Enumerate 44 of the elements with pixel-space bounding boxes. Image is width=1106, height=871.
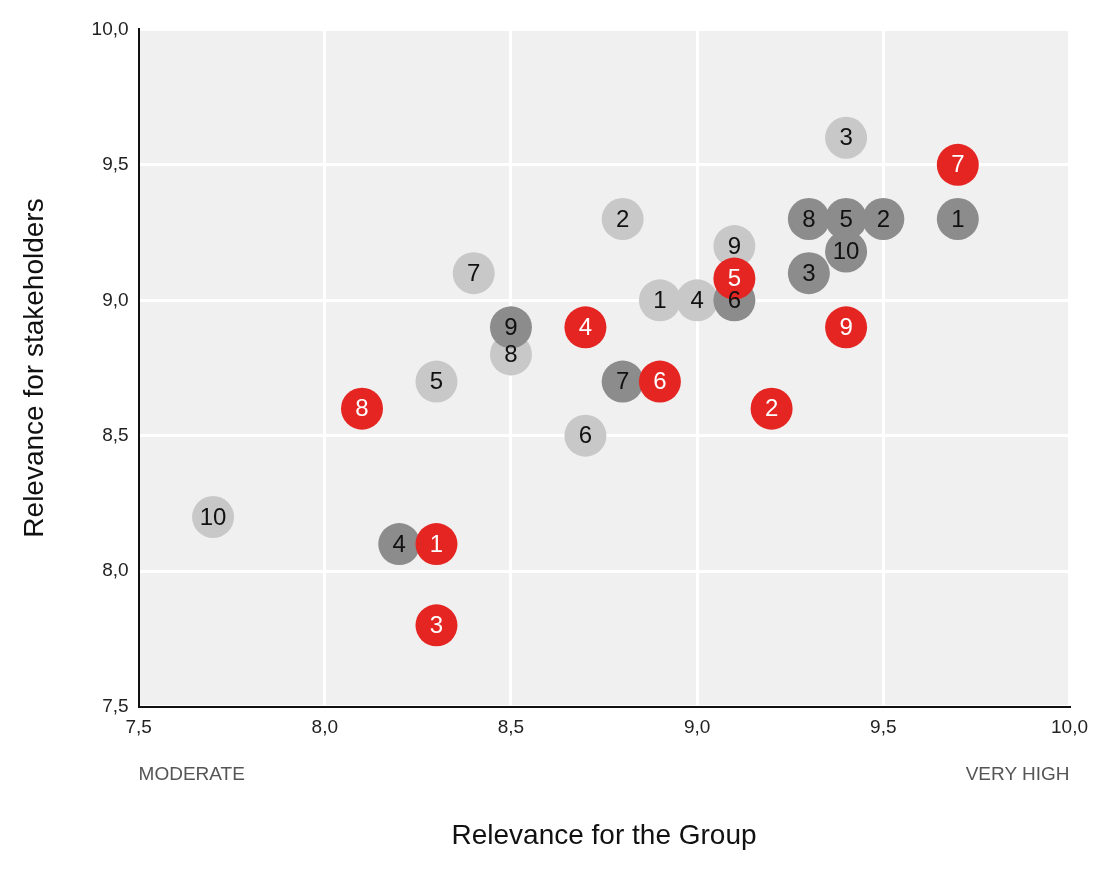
annotation: 5	[839, 204, 853, 232]
annotation: 10	[832, 237, 860, 265]
annotation: 5	[429, 367, 444, 395]
annotation: 10	[199, 502, 227, 530]
annotation: 3	[839, 123, 853, 151]
x-tick-label: 7,5	[125, 716, 152, 738]
y-axis-title: Relevance for stakeholders	[17, 198, 49, 538]
y-tick-label: 9,0	[102, 288, 129, 310]
annotation: 9	[504, 312, 518, 340]
y-tick-label: 7,5	[102, 694, 129, 716]
annotation: 2	[615, 204, 630, 232]
annotation: 7	[615, 367, 630, 395]
annotation: 3	[802, 258, 816, 286]
annotation: 4	[392, 529, 406, 557]
y-tick-label: 8,0	[102, 559, 129, 581]
annotation: 8	[355, 394, 369, 422]
annotation: 2	[876, 204, 890, 232]
annotation: 6	[578, 421, 593, 449]
annotation: 1	[653, 285, 667, 313]
annotation: 3	[429, 610, 444, 638]
annotation: 7	[467, 258, 481, 286]
annotation: 4	[578, 312, 593, 340]
x-tick-label: 9,5	[870, 716, 897, 738]
y-tick-label: 9,5	[102, 153, 129, 175]
x-tick-label: 8,0	[311, 716, 338, 738]
x-tick-label: 10,0	[1051, 716, 1088, 738]
annotation: 1	[951, 204, 965, 232]
x-tick-label: 8,5	[497, 716, 525, 738]
y-tick-label: 10,0	[91, 17, 129, 39]
x-axis-title: Relevance for the Group	[451, 818, 757, 850]
annotation: 7	[951, 150, 965, 178]
annotation: 2	[764, 394, 779, 422]
annotation: 5	[727, 264, 742, 292]
y-tick-label: 8,5	[102, 423, 129, 445]
annotation: 9	[727, 231, 742, 259]
annotation: 8	[802, 204, 816, 232]
annotation: 4	[690, 285, 704, 313]
text: MODERATE	[138, 762, 245, 784]
annotation: 9	[839, 312, 853, 340]
annotation: 6	[653, 367, 667, 395]
x-tick-label: 9,0	[683, 716, 711, 738]
text: VERY HIGH	[965, 762, 1070, 784]
annotation: 1	[429, 529, 444, 557]
annotation: 8	[504, 340, 518, 368]
